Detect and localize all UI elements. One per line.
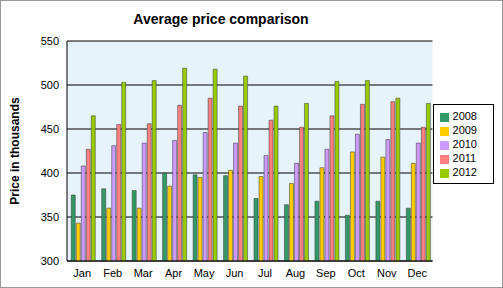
svg-text:550: 550 <box>41 35 59 47</box>
html-text:2011: 2011 <box>452 152 477 164</box>
svg-text:350: 350 <box>41 211 59 223</box>
svg-text:May: May <box>194 267 215 279</box>
html-text:2009: 2009 <box>452 124 477 136</box>
svg-text:Mar: Mar <box>134 267 153 279</box>
html-text:2010: 2010 <box>452 138 477 150</box>
svg-text:Nov: Nov <box>377 267 397 279</box>
svg-text:Jul: Jul <box>258 267 272 279</box>
svg-text:Oct: Oct <box>348 267 365 279</box>
svg-text:450: 450 <box>41 123 59 135</box>
svg-text:Sep: Sep <box>316 267 336 279</box>
svg-text:Feb: Feb <box>103 267 122 279</box>
svg-text:Dec: Dec <box>408 267 428 279</box>
svg-text:Jun: Jun <box>226 267 244 279</box>
svg-text:500: 500 <box>41 79 59 91</box>
svg-text:400: 400 <box>41 167 59 179</box>
html-text:2008: 2008 <box>452 110 477 122</box>
svg-text:Aug: Aug <box>286 267 306 279</box>
svg-text:Apr: Apr <box>165 267 182 279</box>
svg-text:Jan: Jan <box>73 267 91 279</box>
svg-text:300: 300 <box>41 255 59 267</box>
html-text:Average price comparison: Average price comparison <box>133 11 309 27</box>
html-text:2012: 2012 <box>452 166 477 178</box>
svg-text:Price in thousands: Price in thousands <box>8 97 22 205</box>
